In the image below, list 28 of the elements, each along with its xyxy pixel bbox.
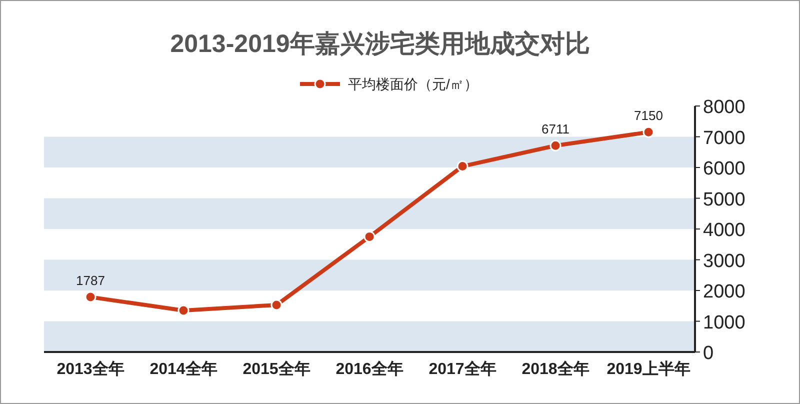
point bbox=[456, 160, 468, 172]
y-tick-label: 3000 bbox=[703, 250, 746, 272]
y-tick-label: 2000 bbox=[703, 282, 746, 302]
data-label: 1787 bbox=[76, 273, 105, 288]
y-tick-label: 7000 bbox=[703, 128, 746, 149]
x-tick-label: 2019上半年 bbox=[606, 360, 690, 378]
legend-label: 平均楼面价（元/㎡） bbox=[348, 76, 478, 92]
x-tick-label: 2014全年 bbox=[150, 360, 218, 378]
x-tick-label: 2016全年 bbox=[336, 360, 404, 378]
data-label: 7150 bbox=[634, 108, 663, 124]
x-tick-label: 2018全年 bbox=[522, 360, 590, 378]
data-label: 6711 bbox=[542, 122, 570, 137]
point bbox=[270, 299, 282, 311]
y-tick-label: 5000 bbox=[703, 189, 746, 210]
x-tick-label: 2017全年 bbox=[428, 360, 496, 378]
point bbox=[642, 126, 654, 138]
chart-title: 2013-2019年嘉兴涉宅类用地成交对比 bbox=[170, 30, 590, 58]
y-tick-label: 4000 bbox=[703, 220, 746, 241]
y-tick-label: 8000 bbox=[703, 97, 746, 118]
y-tick-label: 1000 bbox=[703, 312, 746, 334]
point bbox=[364, 230, 376, 242]
x-tick-label: 2013全年 bbox=[56, 360, 124, 378]
x-tick-label: 2015全年 bbox=[242, 360, 310, 378]
y-tick-label: 0 bbox=[703, 343, 714, 364]
point bbox=[550, 140, 562, 152]
point bbox=[84, 291, 96, 303]
y-tick-label: 6000 bbox=[703, 158, 746, 180]
point bbox=[178, 304, 190, 316]
